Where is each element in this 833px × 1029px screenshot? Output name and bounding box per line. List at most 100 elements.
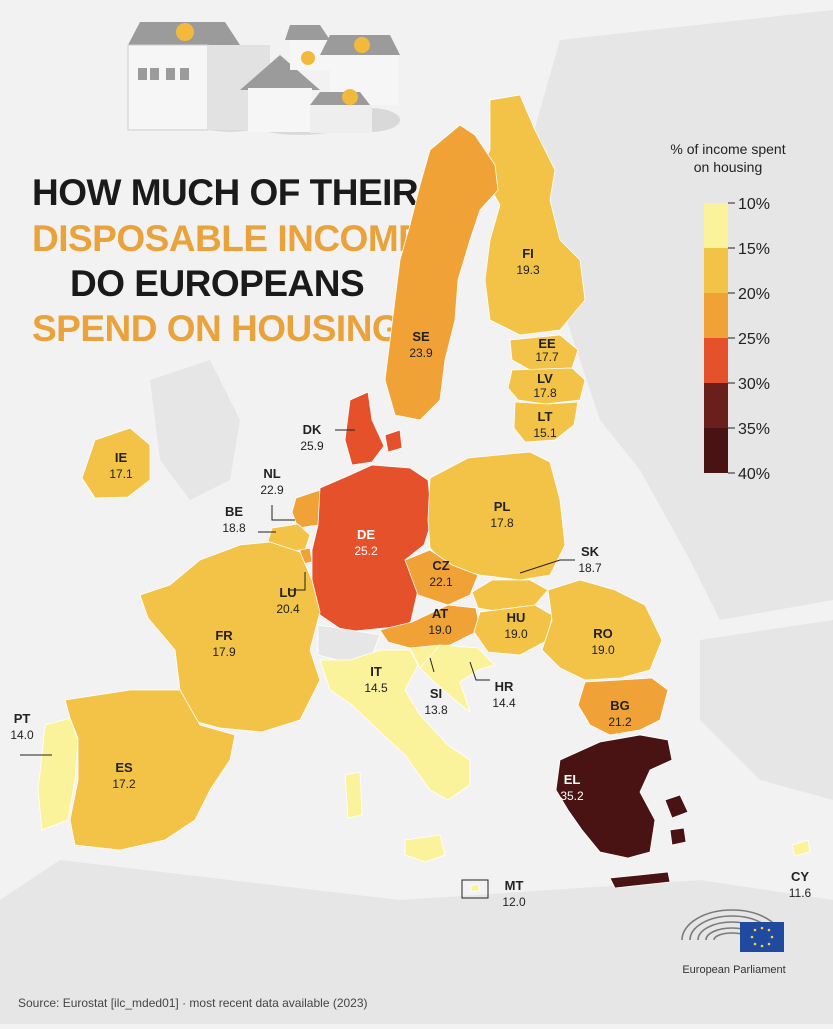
legend-tick-label: 20% [738, 286, 770, 303]
svg-text:20.4: 20.4 [276, 602, 300, 616]
svg-text:13.8: 13.8 [424, 703, 448, 717]
legend-tick-label: 30% [738, 376, 770, 393]
legend-swatches [704, 203, 728, 473]
svg-text:17.1: 17.1 [109, 467, 133, 481]
legend-tick-label: 15% [738, 241, 770, 258]
svg-text:EE: EE [538, 336, 556, 351]
svg-text:22.1: 22.1 [429, 575, 453, 589]
label-LU: LU 20.4 [276, 585, 300, 616]
country-FR [139, 541, 321, 733]
svg-text:17.2: 17.2 [112, 777, 136, 791]
label-IT: IT 14.5 [364, 664, 388, 695]
label-FR: FR 17.9 [212, 628, 236, 659]
svg-text:FR: FR [215, 628, 233, 643]
title: HOW MUCH OF THEIR DISPOSABLE INCOME DO E… [32, 172, 423, 349]
svg-text:SE: SE [412, 329, 430, 344]
european-parliament-logo: European Parliament [681, 909, 786, 976]
label-SI: SI 13.8 [424, 686, 448, 717]
label-ES: ES 17.2 [112, 760, 136, 791]
label-DK: DK 25.9 [300, 422, 324, 453]
svg-text:CZ: CZ [432, 558, 449, 573]
svg-text:BE: BE [225, 504, 243, 519]
svg-text:22.9: 22.9 [260, 483, 284, 497]
country-CY [791, 839, 811, 857]
legend-title-2: on housing [694, 159, 763, 175]
svg-text:BG: BG [610, 698, 630, 713]
svg-text:17.8: 17.8 [533, 386, 557, 400]
label-HU: HU 19.0 [504, 610, 528, 641]
country-HU [473, 604, 553, 656]
svg-text:11.6: 11.6 [789, 886, 812, 900]
eu-flag-icon [740, 922, 784, 952]
country-DK [344, 391, 385, 466]
svg-text:19.0: 19.0 [504, 627, 528, 641]
svg-text:12.0: 12.0 [502, 895, 526, 909]
svg-text:19.0: 19.0 [428, 623, 452, 637]
background-land [0, 10, 833, 1024]
legend-tick-label: 25% [738, 331, 770, 348]
label-IE: IE 17.1 [109, 450, 133, 481]
svg-text:17.8: 17.8 [490, 516, 514, 530]
legend-tick-label: 10% [738, 196, 770, 213]
svg-text:AT: AT [432, 606, 448, 621]
svg-text:LU: LU [279, 585, 296, 600]
title-line-4: SPEND ON HOUSING? [32, 308, 422, 349]
sun-icon [176, 23, 370, 105]
svg-text:15.1: 15.1 [533, 426, 557, 440]
label-LT: LT 15.1 [533, 409, 557, 440]
svg-text:18.7: 18.7 [578, 561, 602, 575]
svg-text:14.4: 14.4 [492, 696, 516, 710]
legend-swatch [704, 338, 728, 383]
legend-tick-label: 40% [738, 466, 770, 483]
svg-text:17.7: 17.7 [535, 350, 559, 364]
country-PL [427, 451, 566, 581]
svg-text:RO: RO [593, 626, 613, 641]
country-SK [471, 579, 549, 613]
country-SE [384, 124, 499, 421]
label-SK: SK 18.7 [578, 544, 602, 575]
country-CZ [404, 549, 479, 606]
legend-ticks: 10% 15% 20% 25% 30% 35% 40% [728, 196, 770, 483]
legend-swatch [704, 248, 728, 293]
svg-text:PL: PL [494, 499, 511, 514]
title-line-2: DISPOSABLE INCOME [32, 218, 422, 259]
title-line-3: DO EUROPEANS [70, 263, 364, 304]
svg-text:21.2: 21.2 [608, 715, 632, 729]
country-IT [319, 649, 471, 801]
country-EL-crete [609, 871, 671, 889]
country-ES [64, 689, 236, 851]
legend-swatch [704, 203, 728, 248]
legend: % of income spent on housing 10% 15% 20% 25… [670, 141, 785, 483]
label-SE: SE 23.9 [409, 329, 433, 360]
country-IT-sicily [404, 834, 446, 863]
label-PT: PT 14.0 [10, 711, 34, 742]
country-IT-sardinia [344, 771, 363, 819]
label-NL: NL 22.9 [260, 466, 284, 497]
label-MT: MT 12.0 [502, 878, 526, 909]
country-EL [555, 734, 673, 859]
svg-text:DE: DE [357, 527, 375, 542]
houses-illustration [127, 22, 400, 135]
country-LT [513, 401, 579, 443]
svg-text:PT: PT [14, 711, 31, 726]
legend-title-1: % of income spent [670, 141, 785, 157]
svg-text:SI: SI [430, 686, 442, 701]
label-BG: BG 21.2 [608, 698, 632, 729]
svg-text:IT: IT [370, 664, 382, 679]
leader-lines [20, 429, 575, 899]
svg-text:25.2: 25.2 [354, 544, 378, 558]
country-shapes [37, 94, 811, 893]
legend-tick-label: 35% [738, 421, 770, 438]
svg-text:FI: FI [522, 246, 534, 261]
label-RO: RO 19.0 [591, 626, 615, 657]
label-CY: CY 11.6 [789, 869, 812, 900]
svg-text:HU: HU [507, 610, 526, 625]
svg-text:19.0: 19.0 [591, 643, 615, 657]
svg-text:SK: SK [581, 544, 600, 559]
label-HR: HR 14.4 [492, 679, 516, 710]
